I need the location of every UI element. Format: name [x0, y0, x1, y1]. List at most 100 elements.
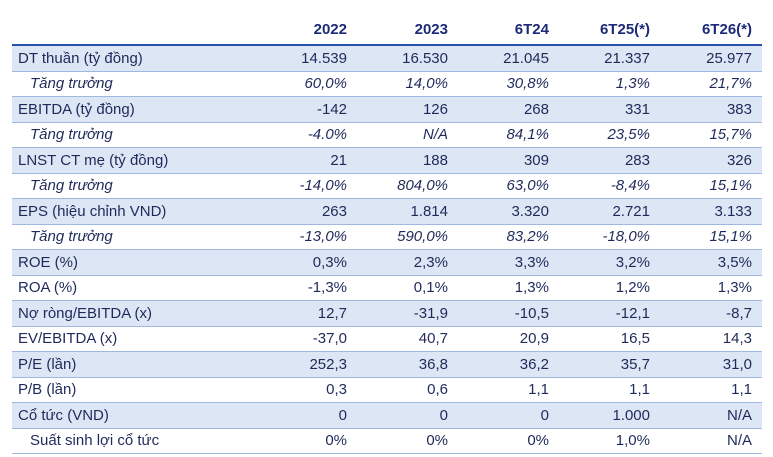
- value-cell: 1,1: [731, 381, 752, 399]
- value-cell: -31,9: [357, 300, 458, 326]
- row-label: EBITDA (tỷ đồng): [12, 96, 256, 122]
- row-label: LNST CT mẹ (tỷ đồng): [12, 147, 256, 173]
- value-cell: N/A: [660, 402, 762, 428]
- value-cell: 252,3: [256, 351, 357, 377]
- value-cell: 14,0%: [405, 75, 448, 93]
- row-label: ROE (%): [12, 249, 256, 275]
- table-row: Tăng trưởng -4.0% N/A 84,1% 23,5% 15,7%: [12, 122, 762, 148]
- value-cell: 1,2%: [615, 279, 650, 297]
- row-label: P/E (lần): [12, 351, 256, 377]
- value-cell: 0,3: [326, 381, 347, 399]
- value-cell: 126: [357, 96, 458, 122]
- table-row: ROA (%) -1,3% 0,1% 1,3% 1,2% 1,3%: [12, 275, 762, 301]
- value-cell: 3,5%: [660, 249, 762, 275]
- value-cell: 1,1: [528, 381, 549, 399]
- table-row: Cổ tức (VND) 0 0 0 1.000 N/A: [12, 402, 762, 428]
- value-cell: 23,5%: [607, 126, 650, 144]
- value-cell: 0%: [426, 432, 448, 450]
- table-row: P/E (lần) 252,3 36,8 36,2 35,7 31,0: [12, 351, 762, 377]
- financial-table-container: 2022 2023 6T24 6T25(*) 6T26(*) DT thuần …: [12, 14, 762, 454]
- header-cell-label: [12, 14, 256, 46]
- header-cell-6t25: 6T25(*): [559, 14, 660, 46]
- table-row: EBITDA (tỷ đồng) -142 126 268 331 383: [12, 96, 762, 122]
- value-cell: 3,2%: [559, 249, 660, 275]
- value-cell: 12,7: [256, 300, 357, 326]
- row-label: EV/EBITDA (x): [18, 330, 118, 348]
- table-row: Tăng trưởng -13,0% 590,0% 83,2% -18,0% 15,1%: [12, 224, 762, 250]
- value-cell: 16,5: [620, 330, 650, 348]
- value-cell: 83,2%: [506, 228, 549, 246]
- value-cell: 14.539: [256, 45, 357, 71]
- value-cell: 804,0%: [397, 177, 448, 195]
- header-row: 2022 2023 6T24 6T25(*) 6T26(*): [12, 14, 762, 46]
- value-cell: 383: [660, 96, 762, 122]
- value-cell: -13,0%: [299, 228, 347, 246]
- value-cell: 2.721: [559, 198, 660, 224]
- value-cell: 3,3%: [458, 249, 559, 275]
- value-cell: N/A: [726, 432, 752, 450]
- row-label: Tăng trưởng: [30, 75, 113, 93]
- header-cell-6t26: 6T26(*): [660, 14, 762, 46]
- value-cell: 84,1%: [506, 126, 549, 144]
- value-cell: -14,0%: [299, 177, 347, 195]
- value-cell: 21,7%: [709, 75, 752, 93]
- value-cell: 20,9: [519, 330, 549, 348]
- value-cell: -8,4%: [610, 177, 650, 195]
- value-cell: 1,1: [629, 381, 650, 399]
- row-label: Tăng trưởng: [30, 126, 113, 144]
- value-cell: 0: [357, 402, 458, 428]
- value-cell: 0,1%: [413, 279, 448, 297]
- value-cell: 15,1%: [709, 177, 752, 195]
- value-cell: 283: [559, 147, 660, 173]
- table-row: Tăng trưởng -14,0% 804,0% 63,0% -8,4% 15,1%: [12, 173, 762, 199]
- value-cell: 0%: [325, 432, 347, 450]
- value-cell: 63,0%: [506, 177, 549, 195]
- value-cell: 16.530: [357, 45, 458, 71]
- value-cell: 0: [458, 402, 559, 428]
- value-cell: 0,3%: [256, 249, 357, 275]
- value-cell: 36,2: [458, 351, 559, 377]
- value-cell: 15,7%: [709, 126, 752, 144]
- value-cell: 1,0%: [615, 432, 650, 450]
- value-cell: 590,0%: [397, 228, 448, 246]
- value-cell: 0,6: [427, 381, 448, 399]
- value-cell: 3.133: [660, 198, 762, 224]
- value-cell: 1,3%: [717, 279, 752, 297]
- table-row: P/B (lần) 0,3 0,6 1,1 1,1 1,1: [12, 377, 762, 403]
- table-body: DT thuần (tỷ đồng) 14.539 16.530 21.045 21.3…: [12, 45, 762, 454]
- row-label: ROA (%): [18, 279, 78, 297]
- value-cell: 31,0: [660, 351, 762, 377]
- value-cell: -8,7: [660, 300, 762, 326]
- value-cell: 21.045: [458, 45, 559, 71]
- value-cell: 263: [256, 198, 357, 224]
- table-row: Nợ ròng/EBITDA (x) 12,7 -31,9 -10,5 -12,1 -8,…: [12, 300, 762, 326]
- value-cell: -12,1: [559, 300, 660, 326]
- row-label: Nợ ròng/EBITDA (x): [12, 300, 256, 326]
- value-cell: 1,3%: [615, 75, 650, 93]
- value-cell: -10,5: [458, 300, 559, 326]
- row-label: Suất sinh lợi cổ tức: [30, 432, 160, 450]
- value-cell: 1.814: [357, 198, 458, 224]
- value-cell: 0: [256, 402, 357, 428]
- header-cell-2022: 2022: [256, 14, 357, 46]
- table-row: EV/EBITDA (x) -37,0 40,7 20,9 16,5 14,3: [12, 326, 762, 352]
- header-cell-6t24: 6T24: [458, 14, 559, 46]
- table-row: Suất sinh lợi cổ tức 0% 0% 0% 1,0% N/A: [12, 428, 762, 454]
- value-cell: 36,8: [357, 351, 458, 377]
- value-cell: 268: [458, 96, 559, 122]
- value-cell: 309: [458, 147, 559, 173]
- value-cell: -37,0: [312, 330, 347, 348]
- value-cell: -1,3%: [307, 279, 347, 297]
- financial-summary-table: 2022 2023 6T24 6T25(*) 6T26(*) DT thuần …: [12, 14, 762, 454]
- value-cell: 14,3: [722, 330, 752, 348]
- value-cell: 15,1%: [709, 228, 752, 246]
- value-cell: 1.000: [559, 402, 660, 428]
- value-cell: 35,7: [559, 351, 660, 377]
- value-cell: N/A: [422, 126, 448, 144]
- table-row: Tăng trưởng 60,0% 14,0% 30,8% 1,3% 21,7%: [12, 71, 762, 97]
- row-label: Tăng trưởng: [30, 177, 113, 195]
- table-row: ROE (%) 0,3% 2,3% 3,3% 3,2% 3,5%: [12, 249, 762, 275]
- value-cell: 21.337: [559, 45, 660, 71]
- table-row: LNST CT mẹ (tỷ đồng) 21 188 309 283 326: [12, 147, 762, 173]
- row-label: DT thuần (tỷ đồng): [12, 45, 256, 71]
